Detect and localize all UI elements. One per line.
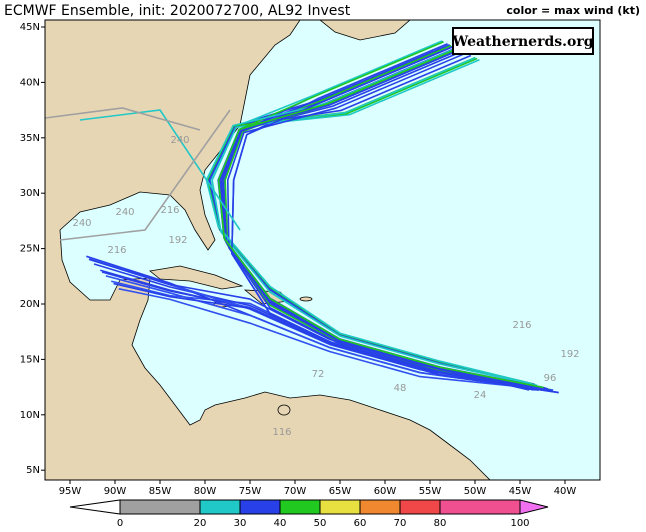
hour-label: 240 <box>170 135 189 146</box>
lon-label: 70W <box>284 486 307 497</box>
colorbar-tick-label: 70 <box>394 518 407 529</box>
hour-label: 24 <box>474 390 487 401</box>
nova-scotia <box>319 20 411 41</box>
colorbar-segment <box>199 499 241 515</box>
colorbar-segment <box>119 499 201 515</box>
track <box>118 288 554 391</box>
lon-label: 80W <box>194 486 217 497</box>
track <box>211 56 538 387</box>
track <box>217 48 544 389</box>
hour-label: 72 <box>312 369 325 380</box>
lat-label: 10N <box>20 410 40 421</box>
track <box>226 52 553 392</box>
track <box>113 282 539 391</box>
legend-caption: color = max wind (kt) <box>506 4 640 17</box>
lon-label: 75W <box>239 486 262 497</box>
colorbar-tick-label: 20 <box>194 518 207 529</box>
logo-box <box>452 27 594 55</box>
lat-label: 35N <box>20 133 40 144</box>
track <box>59 109 231 241</box>
hour-label: 240 <box>72 218 91 229</box>
hour-label: 216 <box>107 245 126 256</box>
colorbar-segment <box>359 499 401 515</box>
lon-label: 55W <box>419 486 442 497</box>
lat-label: 40N <box>20 77 40 88</box>
lat-label: 45N <box>20 22 40 33</box>
colorbar-high <box>519 499 549 515</box>
map-border <box>44 19 601 481</box>
map-frame: 240 216 240 240 216 192 216 192 96 72 48 24 116 Weat… <box>44 19 601 481</box>
logo: Weathernerds.org <box>452 34 594 50</box>
colorbar-tick-label: 0 <box>117 518 123 529</box>
hour-label: 116 <box>272 427 291 438</box>
colorbar-tick-label: 100 <box>510 518 529 529</box>
colorbar-segment <box>319 499 361 515</box>
axes: 95W 90W 85W 80W 75W 70W 65W 60W 55W 50W 45W 40W 45N 4… <box>20 22 577 497</box>
tracks: 240 216 240 240 216 192 216 192 96 72 48 24 116 <box>45 40 580 438</box>
colorbar-segment <box>399 499 441 515</box>
lat-label: 5N <box>26 465 40 476</box>
title: ECMWF Ensemble, init: 2020072700, AL92 I… <box>4 3 351 19</box>
lon-label: 85W <box>149 486 172 497</box>
colorbar-tick-label: 30 <box>234 518 247 529</box>
hour-label: 192 <box>168 235 187 246</box>
track <box>79 109 241 231</box>
puerto-rico <box>299 296 313 302</box>
colorbar-tick-label: 50 <box>314 518 327 529</box>
lat-label: 15N <box>20 354 40 365</box>
track <box>88 258 530 391</box>
colorbar-segment <box>239 499 281 515</box>
hour-label: 240 <box>115 207 134 218</box>
lon-label: 60W <box>374 486 397 497</box>
cuba <box>149 265 244 290</box>
lon-label: 95W <box>59 486 82 497</box>
lat-label: 25N <box>20 244 40 255</box>
colorbar: 0 20 30 40 50 60 70 80 100 <box>69 499 549 529</box>
lat-label: 20N <box>20 299 40 310</box>
lon-label: 40W <box>554 486 577 497</box>
track <box>45 107 201 131</box>
hour-label: 192 <box>560 349 579 360</box>
colorbar-tick-label: 60 <box>354 518 367 529</box>
colorbar-segment <box>279 499 321 515</box>
hour-label: 216 <box>512 320 531 331</box>
colorbar-segment <box>439 499 521 515</box>
trinidad <box>277 404 291 416</box>
colorbar-tick-label: 40 <box>274 518 287 529</box>
colorbar-tick-label: 80 <box>434 518 447 529</box>
lon-label: 90W <box>104 486 127 497</box>
lon-label: 45W <box>509 486 532 497</box>
colorbar-low <box>69 499 121 515</box>
lon-label: 65W <box>329 486 352 497</box>
lat-label: 30N <box>20 188 40 199</box>
lon-label: 50W <box>464 486 487 497</box>
hour-label: 48 <box>394 383 407 394</box>
hour-label: 96 <box>544 373 557 384</box>
hour-label: 216 <box>160 205 179 216</box>
track <box>205 47 532 385</box>
